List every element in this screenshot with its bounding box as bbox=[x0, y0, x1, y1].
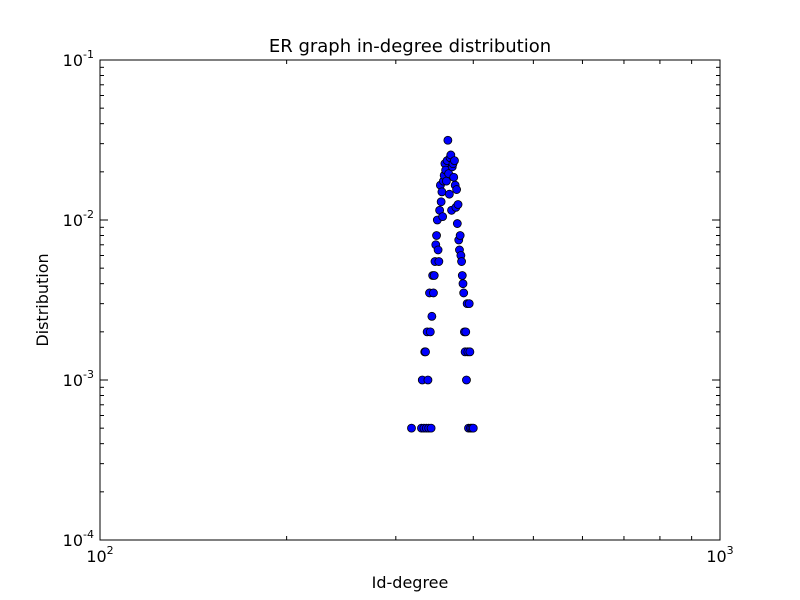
data-point bbox=[429, 271, 439, 280]
data-point bbox=[443, 135, 453, 145]
data-point bbox=[453, 200, 463, 209]
data-point bbox=[432, 231, 441, 240]
x-axis-label: Id-degree bbox=[372, 573, 449, 592]
data-point bbox=[468, 423, 478, 433]
data-point bbox=[457, 271, 467, 280]
data-point bbox=[464, 299, 474, 309]
tick-base: 10 bbox=[63, 211, 83, 230]
data-point bbox=[426, 423, 436, 433]
x-tick-label: 102 bbox=[86, 544, 113, 566]
data-point bbox=[407, 423, 416, 433]
tick-exponent: -3 bbox=[83, 368, 94, 381]
data-point bbox=[434, 257, 444, 266]
data-point bbox=[433, 245, 443, 255]
y-tick-labels: 10-410-310-210-1 bbox=[63, 48, 94, 550]
y-tick-label: 10-2 bbox=[63, 208, 94, 230]
tick-exponent: 3 bbox=[727, 544, 734, 557]
tick-base: 10 bbox=[86, 547, 106, 566]
data-point bbox=[437, 187, 447, 197]
tick-base: 10 bbox=[706, 547, 726, 566]
data-point bbox=[429, 288, 438, 298]
minor-ticks bbox=[100, 60, 720, 540]
data-point bbox=[449, 172, 459, 182]
data-point bbox=[441, 176, 451, 186]
tick-exponent: -4 bbox=[83, 528, 94, 541]
data-point bbox=[438, 212, 448, 222]
data-point bbox=[421, 347, 430, 357]
data-points bbox=[407, 135, 478, 433]
data-point bbox=[452, 219, 462, 228]
chart-title: ER graph in-degree distribution bbox=[269, 36, 551, 57]
plot-area bbox=[100, 60, 720, 540]
data-point bbox=[427, 311, 437, 321]
y-axis-label: Distribution bbox=[33, 253, 52, 346]
tick-base: 10 bbox=[63, 531, 83, 550]
data-point bbox=[425, 327, 435, 337]
data-point bbox=[465, 347, 475, 357]
y-tick-label: 10-1 bbox=[63, 48, 94, 70]
data-point bbox=[436, 197, 446, 207]
tick-exponent: 2 bbox=[107, 544, 114, 557]
data-point bbox=[452, 185, 462, 194]
data-point bbox=[462, 375, 471, 385]
plot-frame bbox=[99, 59, 721, 541]
data-point bbox=[423, 375, 433, 385]
tick-exponent: -1 bbox=[83, 48, 94, 61]
tick-base: 10 bbox=[63, 51, 83, 70]
tick-base: 10 bbox=[63, 371, 83, 390]
data-point bbox=[455, 231, 465, 240]
data-point bbox=[457, 257, 466, 266]
y-tick-label: 10-4 bbox=[63, 528, 94, 550]
data-point bbox=[458, 279, 468, 289]
y-tick-label: 10-3 bbox=[63, 368, 94, 390]
data-point bbox=[450, 156, 459, 166]
data-point bbox=[444, 189, 454, 199]
data-point bbox=[459, 288, 469, 298]
x-tick-labels: 102 103 bbox=[86, 544, 733, 566]
x-tick-label: 103 bbox=[706, 544, 733, 566]
data-point bbox=[461, 327, 471, 337]
tick-exponent: -2 bbox=[83, 208, 94, 221]
